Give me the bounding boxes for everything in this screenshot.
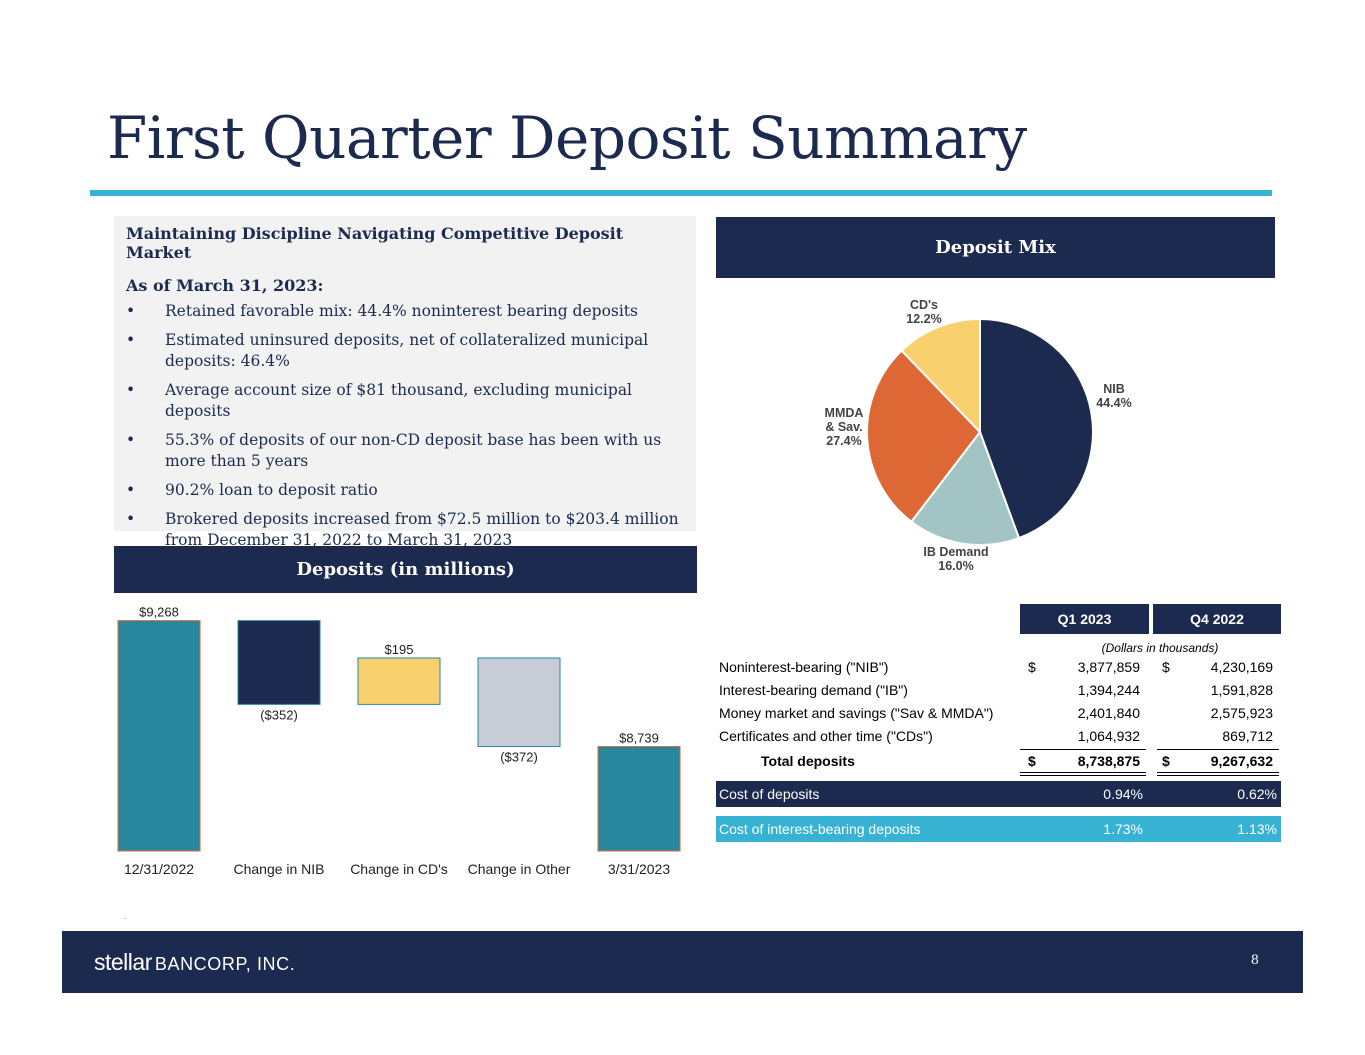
- q4-value: 869,712: [1222, 728, 1273, 744]
- waterfall-bar: [357, 657, 441, 705]
- bullet-icon: •: [126, 331, 136, 349]
- waterfall-bar: [117, 620, 201, 852]
- cost-of-ib-deposits-row: Cost of interest-bearing deposits 1.73% …: [716, 816, 1281, 842]
- waterfall-bar: [477, 657, 561, 748]
- pie-slice-label: CD's 12.2%: [906, 298, 941, 326]
- row-label: Interest-bearing demand ("IB"): [719, 682, 908, 698]
- footnote-mark: .: [124, 912, 127, 921]
- pie-slice: [979, 317, 1094, 540]
- table-row: Noninterest-bearing ("NIB") $ 3,877,859 …: [719, 659, 1279, 681]
- table-row: Money market and savings ("Sav & MMDA") …: [719, 705, 1279, 727]
- pie-slice: [900, 317, 981, 435]
- currency-symbol: $: [1162, 659, 1170, 675]
- summary-bullet-list: • Retained favorable mix: 44.4% nonintere…: [126, 301, 684, 551]
- q1-value: 1,064,932: [1077, 728, 1140, 744]
- row-label: Money market and savings ("Sav & MMDA"): [719, 705, 994, 721]
- deposits-chart-banner: Deposits (in millions): [114, 546, 697, 593]
- bullet-text: 90.2% loan to deposit ratio: [165, 481, 378, 499]
- deposit-mix-pie-chart: NIB 44.4% IB Demand 16.0% MMDA & Sav. 27.4% CD'…: [825, 298, 1132, 573]
- table-total-row: Total deposits $ 8,738,875 $ 9,267,632: [719, 753, 1279, 775]
- bullet-icon: •: [126, 302, 136, 320]
- q4-value: 2,575,923: [1210, 705, 1273, 721]
- table-row: Interest-bearing demand ("IB") 1,394,244…: [719, 682, 1279, 704]
- bullet-icon: •: [126, 431, 136, 449]
- summary-bullet: • Brokered deposits increased from $72.5 …: [126, 509, 684, 551]
- total-double-rule: [1020, 772, 1146, 773]
- subtotal-rule: [1020, 749, 1146, 750]
- q1-value: 3,877,859: [1077, 659, 1140, 675]
- bullet-text: 55.3% of deposits of our non-CD deposit …: [165, 431, 662, 470]
- waterfall-data-label: ($352): [260, 707, 298, 722]
- total-double-rule: [1157, 775, 1279, 776]
- bullet-text: Average account size of $81 thousand, ex…: [165, 381, 633, 420]
- cost-q1-value: 0.94%: [1103, 786, 1143, 802]
- logo-suffix: BANCORP, INC.: [154, 954, 296, 974]
- q1-value: 2,401,840: [1077, 705, 1140, 721]
- cost-q4-value: 1.13%: [1237, 821, 1277, 837]
- summary-bullet: • 55.3% of deposits of our non-CD deposit…: [126, 430, 684, 472]
- deposits-waterfall-chart: $9,268 12/31/2022 ($352) Change in NIB $195 C…: [117, 605, 681, 877]
- summary-panel: Maintaining Discipline Navigating Compet…: [114, 216, 696, 549]
- summary-bullet: • Retained favorable mix: 44.4% nonintere…: [126, 301, 684, 322]
- bullet-text: Brokered deposits increased from $72.5 m…: [165, 510, 679, 549]
- cost-q4-value: 0.62%: [1237, 786, 1277, 802]
- row-label: Noninterest-bearing ("NIB"): [719, 659, 889, 675]
- total-q1-value: 8,738,875: [1077, 753, 1140, 769]
- summary-heading: Maintaining Discipline Navigating Compet…: [126, 224, 624, 262]
- currency-symbol: $: [1028, 659, 1036, 675]
- waterfall-category-label: Change in Other: [468, 861, 571, 877]
- total-double-rule: [1020, 775, 1146, 776]
- q1-value: 1,394,244: [1077, 682, 1140, 698]
- waterfall-data-label: $195: [385, 642, 414, 657]
- waterfall-data-label: $8,739: [619, 731, 659, 746]
- cost-label: Cost of interest-bearing deposits: [719, 821, 921, 837]
- title-underline: [90, 190, 1272, 196]
- summary-bullet: • Average account size of $81 thousand, e…: [126, 380, 684, 422]
- stellar-bancorp-logo: stellar BANCORP, INC.: [94, 949, 295, 976]
- bullet-text: Estimated uninsured deposits, net of col…: [165, 331, 649, 370]
- subtotal-rule: [1157, 749, 1279, 750]
- cost-label: Cost of deposits: [719, 786, 820, 802]
- waterfall-bar: [597, 746, 681, 852]
- waterfall-category-label: Change in NIB: [233, 861, 324, 877]
- deposit-mix-banner: Deposit Mix: [716, 217, 1275, 278]
- table-units-note: (Dollars in thousands): [1101, 641, 1219, 655]
- table-row: Certificates and other time ("CDs") 1,06…: [719, 728, 1279, 750]
- summary-subheading: As of March 31, 2023:: [126, 276, 324, 295]
- waterfall-data-label: $9,268: [139, 605, 179, 620]
- waterfall-category-label: 12/31/2022: [124, 861, 194, 877]
- waterfall-bar: [237, 620, 321, 705]
- cost-q1-value: 1.73%: [1103, 821, 1143, 837]
- currency-symbol: $: [1162, 753, 1170, 769]
- pie-slice: [909, 429, 1021, 546]
- q4-value: 4,230,169: [1210, 659, 1273, 675]
- summary-bullet: • Estimated uninsured deposits, net of co…: [126, 330, 684, 372]
- pie-slice-label: NIB 44.4%: [1096, 382, 1131, 410]
- total-q4-value: 9,267,632: [1210, 753, 1273, 769]
- total-label: Total deposits: [761, 753, 855, 769]
- waterfall-category-label: Change in CD's: [350, 861, 448, 877]
- row-label: Certificates and other time ("CDs"): [719, 728, 933, 744]
- total-double-rule: [1157, 772, 1279, 773]
- pie-slice-label: MMDA & Sav. 27.4%: [825, 406, 864, 448]
- pie-slice-label: IB Demand 16.0%: [923, 545, 988, 573]
- pie-slice: [866, 349, 982, 524]
- logo-word: stellar: [94, 949, 152, 975]
- waterfall-category-label: 3/31/2023: [608, 861, 670, 877]
- table-header-q1-2023: Q1 2023: [1020, 604, 1149, 634]
- page-number: 8: [1250, 953, 1259, 968]
- bullet-icon: •: [126, 510, 136, 528]
- bullet-icon: •: [126, 381, 136, 399]
- waterfall-data-label: ($372): [500, 750, 538, 765]
- page-title: First Quarter Deposit Summary: [107, 104, 1027, 172]
- currency-symbol: $: [1028, 753, 1036, 769]
- bullet-text: Retained favorable mix: 44.4% noninteres…: [165, 302, 638, 320]
- q4-value: 1,591,828: [1210, 682, 1273, 698]
- bullet-icon: •: [126, 481, 136, 499]
- footer-bar: stellar BANCORP, INC. 8: [62, 931, 1303, 993]
- summary-bullet: • 90.2% loan to deposit ratio: [126, 480, 684, 501]
- cost-of-deposits-row: Cost of deposits 0.94% 0.62%: [716, 781, 1281, 807]
- table-header-q4-2022: Q4 2022: [1153, 604, 1281, 634]
